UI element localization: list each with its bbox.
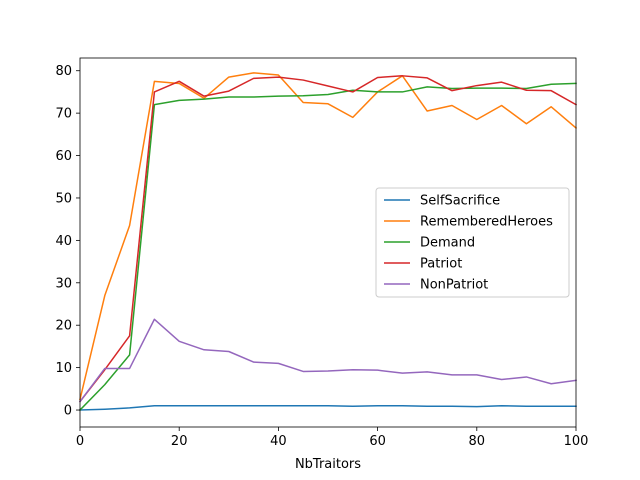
x-tick-label: 40 (270, 434, 287, 449)
y-tick-label: 50 (55, 191, 72, 206)
legend-label-demand: Demand (420, 236, 475, 251)
y-tick-label: 30 (55, 276, 72, 291)
y-axis-ticks: 0 10 20 30 40 50 60 70 80 (55, 64, 80, 419)
y-tick-label: 40 (55, 234, 72, 249)
x-tick-label: 80 (469, 434, 486, 449)
plot-frame (79, 57, 577, 428)
axes (79, 57, 577, 428)
y-tick-label: 70 (55, 107, 72, 122)
y-tick-label: 80 (55, 64, 72, 79)
legend-frame (375, 187, 570, 298)
x-tick-label: 60 (369, 434, 386, 449)
legend-label-rememberedheroes: RememberedHeroes (420, 215, 553, 230)
plot-lines (78, 72, 578, 412)
y-tick-label: 60 (55, 149, 72, 164)
x-tick-label: 100 (564, 434, 589, 449)
legend-label-selfsacrifice: SelfSacrifice (420, 194, 500, 209)
x-axis-ticks: 0 20 40 60 80 100 (76, 427, 589, 449)
series-line-selfsacrifice (79, 405, 577, 411)
x-tick-label: 0 (76, 434, 84, 449)
series-line-rememberedheroes (79, 72, 578, 401)
y-tick-label: 10 (55, 361, 72, 376)
x-axis-label: NbTraitors (295, 457, 361, 472)
legend-label-nonpatriot: NonPatriot (420, 278, 488, 293)
series-line-demand (78, 82, 577, 412)
legend: SelfSacrifice RememberedHeroes Demand Patri… (375, 187, 570, 298)
x-tick-label: 20 (171, 434, 188, 449)
y-tick-label: 0 (64, 404, 72, 419)
legend-label-patriot: Patriot (420, 257, 462, 272)
series-line-patriot (78, 75, 578, 403)
series-line-nonpatriot (78, 318, 577, 403)
y-tick-label: 20 (55, 319, 72, 334)
